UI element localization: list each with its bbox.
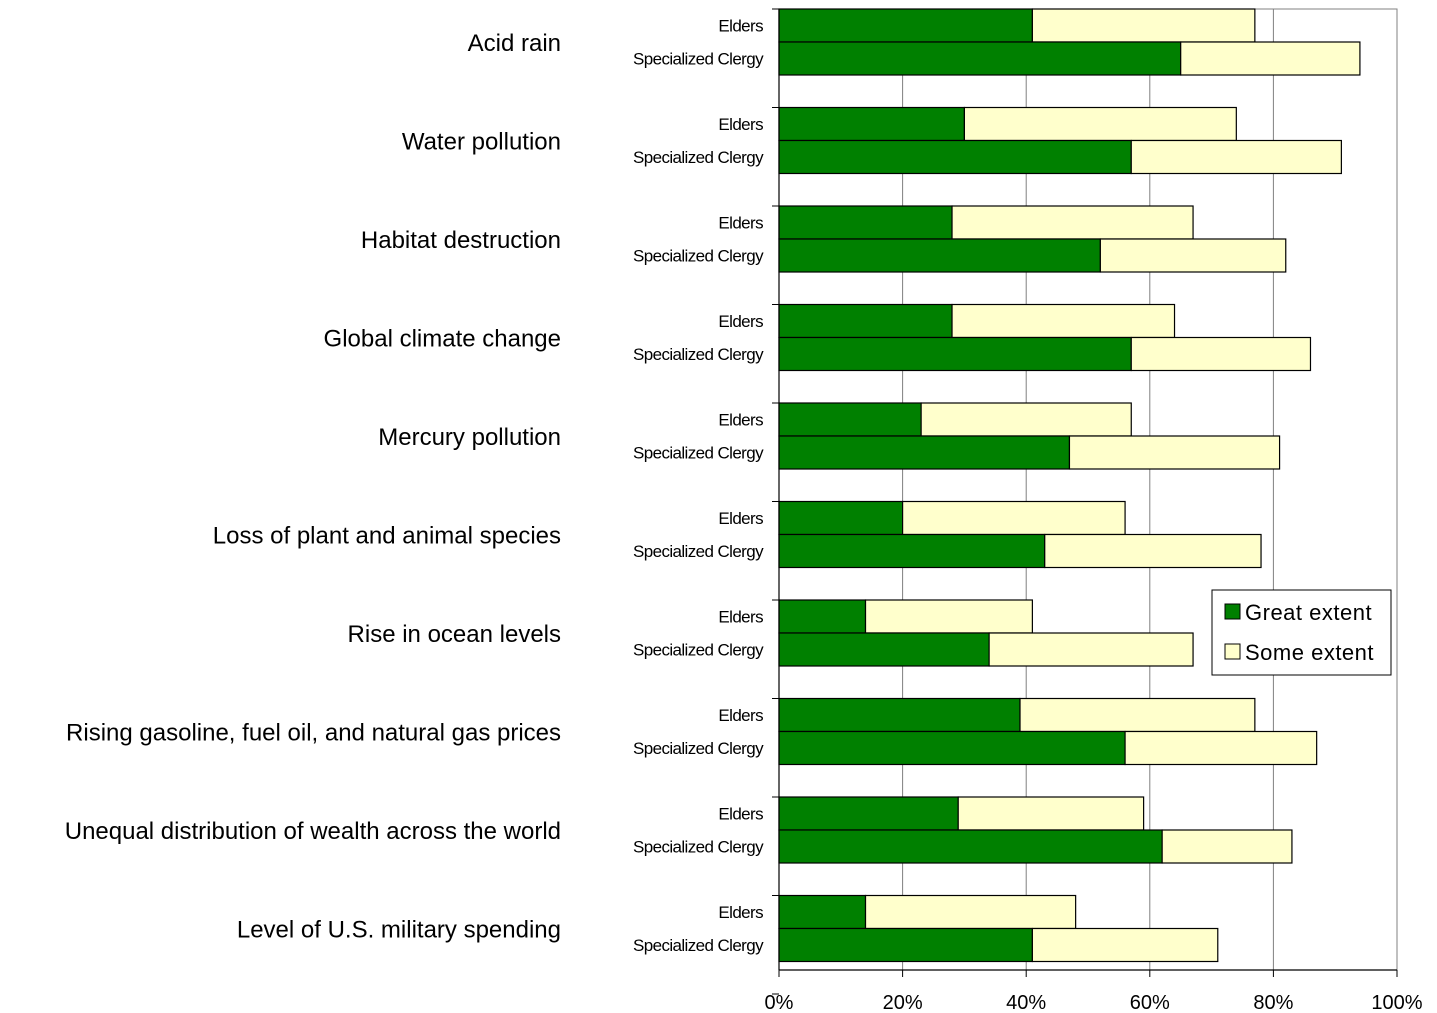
bar-great-extent [778,139,1132,175]
bar-great-extent [778,697,1021,733]
bar-great-extent [778,41,1182,76]
group-label: Specialized Clergy [633,542,764,561]
bar-great-extent [778,632,990,667]
legend-label: Some extent [1245,640,1374,665]
legend-label: Great extent [1245,600,1372,625]
bar-great-extent [778,435,1071,470]
category-label: Level of U.S. military spending [237,917,561,944]
bar-great-extent [778,730,1126,766]
bar-some-extent [1130,336,1312,372]
category-label: Habitat destruction [361,227,561,254]
bar-great-extent [778,927,1033,963]
bar-great-extent [778,106,965,142]
bar-some-extent [1031,8,1256,43]
bar-great-extent [778,336,1132,372]
bar-some-extent [1180,41,1361,76]
category-label: Loss of plant and animal species [213,523,561,550]
group-label: Elders [718,805,763,824]
bar-some-extent [920,402,1132,437]
group-label: Specialized Clergy [633,739,764,758]
category-label: Water pollution [402,129,561,156]
bar-some-extent [951,205,1194,240]
bar-great-extent [778,238,1101,273]
bar-some-extent [1099,238,1287,273]
bar-great-extent [778,533,1046,569]
group-label: Elders [718,214,763,233]
category-label: Unequal distribution of wealth across th… [65,818,561,845]
group-label: Specialized Clergy [633,247,764,266]
x-tick-label: 20% [883,992,923,1013]
bar-some-extent [1031,927,1219,963]
group-label: Specialized Clergy [633,838,764,857]
bar-some-extent [1044,533,1262,569]
bar-great-extent [778,205,953,240]
bar-great-extent [778,303,953,339]
bar-great-extent [778,829,1163,864]
group-label: Specialized Clergy [633,148,764,167]
group-label: Specialized Clergy [633,50,764,69]
group-label: Specialized Clergy [633,641,764,660]
group-label: Elders [718,115,763,134]
group-label: Elders [718,903,763,922]
bar-great-extent [778,8,1033,43]
category-label: Rising gasoline, fuel oil, and natural g… [66,720,561,747]
bar-some-extent [1124,730,1318,766]
category-label: Rise in ocean levels [348,621,561,648]
bar-some-extent [963,106,1237,142]
bar-some-extent [1130,139,1342,175]
group-label: Specialized Clergy [633,345,764,364]
category-label: Mercury pollution [378,424,561,451]
legend [1211,589,1392,676]
bar-great-extent [778,500,904,536]
group-label: Specialized Clergy [633,444,764,463]
bar-great-extent [778,599,867,634]
group-label: Elders [718,608,763,627]
group-label: Elders [718,706,763,725]
legend-swatch [1224,603,1241,620]
bar-some-extent [988,632,1194,667]
legend-swatch [1224,643,1241,660]
category-label: Global climate change [324,326,561,353]
group-label: Elders [718,509,763,528]
group-label: Elders [718,17,763,36]
group-label: Elders [718,312,763,331]
group-label: Elders [718,411,763,430]
bar-some-extent [1068,435,1281,470]
bar-some-extent [864,599,1033,634]
bar-great-extent [778,796,959,831]
x-tick-label: 40% [1006,992,1046,1013]
x-tick-label: 0% [765,992,794,1013]
bar-great-extent [778,894,867,930]
x-tick-label: 100% [1371,992,1422,1013]
group-label: Specialized Clergy [633,936,764,955]
category-label: Acid rain [468,30,561,57]
bar-some-extent [1161,829,1293,864]
bar-some-extent [951,303,1176,339]
x-tick-label: 80% [1253,992,1293,1013]
bar-great-extent [778,402,922,437]
bar-some-extent [901,500,1126,536]
x-tick-label: 60% [1130,992,1170,1013]
bar-some-extent [1019,697,1256,733]
bar-some-extent [957,796,1145,831]
bar-some-extent [864,894,1077,930]
